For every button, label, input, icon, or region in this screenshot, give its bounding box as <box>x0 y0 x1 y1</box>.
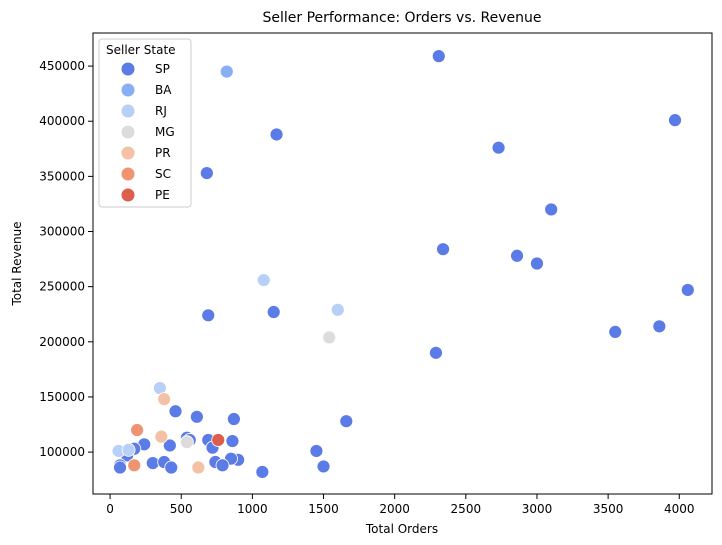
x-tick-label: 2000 <box>379 502 410 516</box>
legend-title: Seller State <box>106 43 176 57</box>
scatter-point-sp <box>189 409 204 424</box>
scatter-point-sc <box>127 458 142 473</box>
y-tick-label: 400000 <box>39 114 85 128</box>
scatter-point-pe <box>211 433 226 447</box>
legend-label-sp: SP <box>155 62 170 76</box>
y-axis-label: Total Revenue <box>10 221 24 306</box>
legend-marker-pr <box>121 146 135 160</box>
scatter-point-sp <box>162 438 177 453</box>
legend-marker-rj <box>121 104 135 118</box>
scatter-point-sp <box>255 465 270 479</box>
scatter-point-sp <box>266 305 281 319</box>
scatter-point-rj <box>330 302 345 317</box>
scatter-point-sp <box>113 460 127 475</box>
x-tick-label: 0 <box>106 502 114 516</box>
scatter-point-sp <box>145 456 160 471</box>
chart-title: Seller Performance: Orders vs. Revenue <box>263 10 542 26</box>
x-tick-label: 3000 <box>522 502 553 516</box>
legend-label-mg: MG <box>155 125 175 139</box>
legend-box <box>98 38 192 208</box>
x-tick-label: 3500 <box>593 502 624 516</box>
y-tick-label: 250000 <box>39 280 85 294</box>
legend-label-pr: PR <box>155 146 171 160</box>
scatter-point-sc <box>130 423 145 437</box>
scatter-point-sp <box>215 458 230 473</box>
x-tick-label: 500 <box>170 502 193 516</box>
scatter-point-sp <box>652 319 667 334</box>
scatter-point-sp <box>668 113 682 128</box>
legend-marker-mg <box>121 125 135 139</box>
x-tick-label: 1000 <box>237 502 268 516</box>
scatter-point-pr <box>157 392 172 407</box>
y-tick-label: 300000 <box>39 225 85 239</box>
scatter-point-rj <box>121 442 136 457</box>
plot-frame <box>92 32 713 495</box>
y-tick-label: 350000 <box>39 169 85 183</box>
scatter-point-sp <box>431 49 446 64</box>
x-axis-label: Total Orders <box>365 522 438 536</box>
scatter-point-sp <box>544 202 559 217</box>
legend-label-rj: RJ <box>155 104 167 118</box>
scatter-point-sp <box>680 283 695 297</box>
points-layer <box>111 49 695 479</box>
y-axis: 100000 150000 200000 250000 300000 350000 4000… <box>39 59 93 459</box>
y-tick-label: 200000 <box>39 335 85 349</box>
y-tick-label: 100000 <box>39 445 85 459</box>
scatter-point-sp <box>491 140 506 155</box>
y-tick-label: 450000 <box>39 59 85 73</box>
scatter-point-sp <box>269 127 284 142</box>
scatter-point-sp <box>436 242 450 257</box>
x-axis: 0 500 1000 1500 2000 2500 3000 3500 4000 <box>106 494 695 516</box>
x-tick-label: 2500 <box>451 502 482 516</box>
legend-marker-pe <box>121 188 135 202</box>
scatter-point-sp <box>199 166 214 180</box>
scatter-point-sp <box>201 308 216 323</box>
scatter-point-sp <box>339 414 354 429</box>
scatter-point-sp <box>316 459 331 474</box>
scatter-point-sp <box>164 460 179 475</box>
legend: Seller State SP BA RJ MG PR SC PE <box>98 38 192 208</box>
legend-marker-ba <box>121 83 135 97</box>
scatter-point-sp <box>429 345 443 360</box>
legend-label-sc: SC <box>155 167 171 181</box>
scatter-point-sp <box>608 324 623 339</box>
scatter-point-rj <box>256 273 271 287</box>
legend-entries: SP BA RJ MG PR SC PE <box>121 62 175 202</box>
legend-marker-sc <box>121 167 135 181</box>
legend-label-pe: PE <box>155 188 170 202</box>
scatter-point-sp <box>168 404 183 419</box>
scatter-point-mg <box>322 330 337 345</box>
scatter-point-mg <box>180 435 194 450</box>
scatter-point-sp <box>530 256 544 271</box>
x-tick-label: 4000 <box>664 502 695 516</box>
scatter-point-pr <box>154 429 169 444</box>
scatter-point-sp <box>225 434 240 448</box>
x-tick-label: 1500 <box>308 502 339 516</box>
scatter-point-sp <box>510 248 524 263</box>
scatter-point-sp <box>226 412 241 426</box>
legend-label-ba: BA <box>155 83 172 97</box>
scatter-point-pr <box>191 460 206 475</box>
y-tick-label: 150000 <box>39 390 85 404</box>
legend-marker-sp <box>121 62 135 76</box>
scatter-point-ba <box>219 64 234 79</box>
scatter-point-sp <box>309 444 324 458</box>
